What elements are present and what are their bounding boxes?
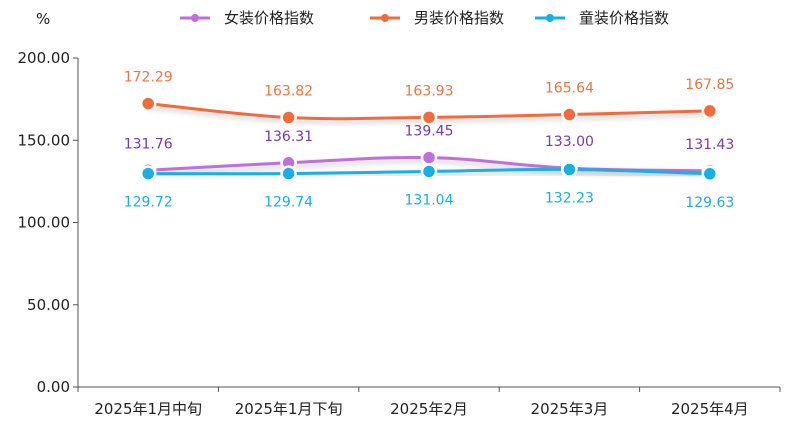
data-point <box>280 165 297 182</box>
legend-entry: 童装价格指数 <box>579 9 669 27</box>
legend: 女装价格指数 男装价格指数 童装价格指数 <box>180 9 669 27</box>
x-tick-label: 2025年3月 <box>531 400 609 418</box>
data-label: 131.04 <box>405 192 454 208</box>
legend-entry: 男装价格指数 <box>414 9 504 27</box>
data-label: 129.63 <box>685 195 734 211</box>
y-tick-label: 200.00 <box>18 49 71 67</box>
data-point <box>561 106 578 123</box>
data-label: 139.45 <box>405 124 454 140</box>
data-label: 132.23 <box>545 190 594 206</box>
data-label: 136.31 <box>264 129 313 145</box>
data-label: 131.76 <box>124 136 173 152</box>
data-point <box>561 161 578 178</box>
legend-marker-icon <box>381 14 389 22</box>
data-label: 165.64 <box>545 81 594 97</box>
legend-marker-icon <box>191 14 199 22</box>
data-label: 167.85 <box>685 77 734 93</box>
y-tick-label: 100.00 <box>18 214 71 232</box>
data-point <box>701 165 719 183</box>
data-labels: 131.76 136.31 139.45 133.00 131.43 172.29 163.… <box>124 70 735 211</box>
data-label: 131.43 <box>685 137 734 153</box>
data-point <box>139 95 157 112</box>
legend-marker-icon <box>546 14 554 22</box>
data-point <box>420 163 438 180</box>
data-label: 163.93 <box>405 83 454 99</box>
data-label: 129.74 <box>264 195 313 211</box>
x-tick-label: 2025年4月 <box>671 400 749 418</box>
y-tick-label: 150.00 <box>18 131 71 149</box>
data-label: 163.82 <box>264 84 313 100</box>
data-point <box>420 149 438 166</box>
data-label: 133.00 <box>545 134 594 150</box>
data-point <box>420 109 438 126</box>
data-label: 172.29 <box>124 70 173 86</box>
data-point <box>280 109 297 126</box>
data-point <box>139 165 157 182</box>
series-points <box>139 95 719 183</box>
y-tick-label: 50.00 <box>27 296 70 314</box>
data-point <box>701 102 719 120</box>
x-tick-label: 2025年1月下旬 <box>235 400 343 418</box>
y-unit-label: % <box>36 10 50 28</box>
axes: 0.00 50.00 100.00 150.00 200.00 2025年1月中旬 2025… <box>18 49 781 418</box>
y-tick-label: 0.00 <box>37 378 70 396</box>
x-tick-label: 2025年2月 <box>390 400 468 418</box>
legend-entry: 女装价格指数 <box>224 9 314 27</box>
x-tick-label: 2025年1月中旬 <box>94 400 202 418</box>
data-label: 129.72 <box>124 195 173 211</box>
